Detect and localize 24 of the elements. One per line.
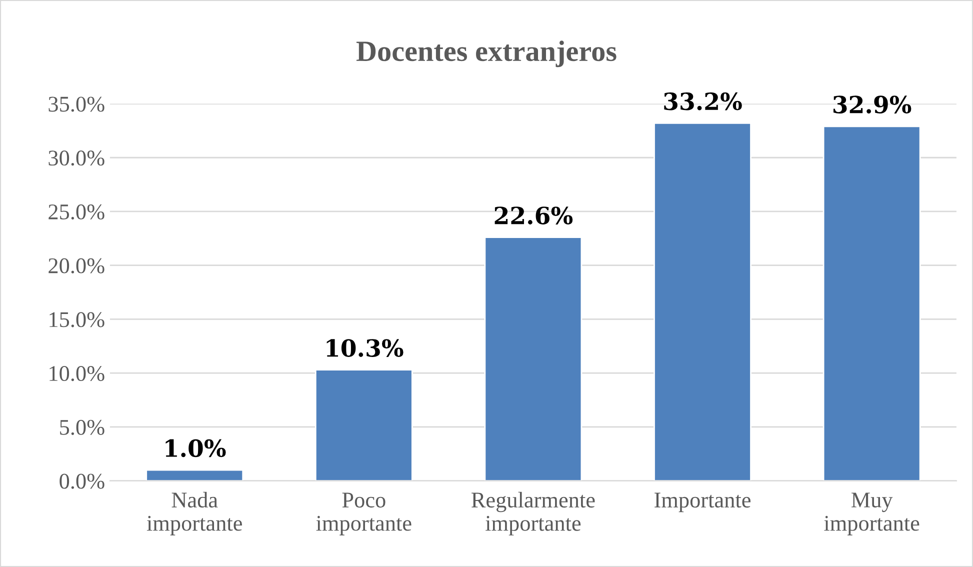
bar [314, 369, 413, 481]
y-tick-label: 35.0% [48, 96, 104, 112]
y-tick-label: 5.0% [60, 420, 104, 435]
x-tick-label: Importante [654, 492, 750, 512]
y-tick-label: 30.0% [48, 150, 104, 166]
bar [822, 126, 921, 481]
bar [654, 122, 752, 481]
chart-title: Docentes extranjeros [356, 40, 616, 68]
y-tick-label: 0.0% [60, 474, 104, 489]
y-tick-label: 20.0% [48, 258, 104, 274]
x-tick-label: Nada importante [146, 492, 242, 536]
data-label: 22.6% [494, 206, 573, 224]
bar [484, 236, 582, 481]
data-label: 32.9% [833, 96, 912, 114]
y-tick-label: 15.0% [50, 312, 104, 328]
x-tick-label: Regularmente importante [472, 492, 595, 536]
y-tick-label: 10.0% [50, 366, 104, 382]
x-tick-label: Muy importante [824, 492, 920, 536]
y-tick-label: 25.0% [48, 204, 104, 220]
bar [146, 469, 244, 481]
data-label: 1.0% [166, 439, 226, 458]
x-tick-label: Poco importante [316, 492, 412, 536]
data-label: 33.2% [664, 92, 742, 110]
data-label: 10.3% [326, 339, 404, 357]
